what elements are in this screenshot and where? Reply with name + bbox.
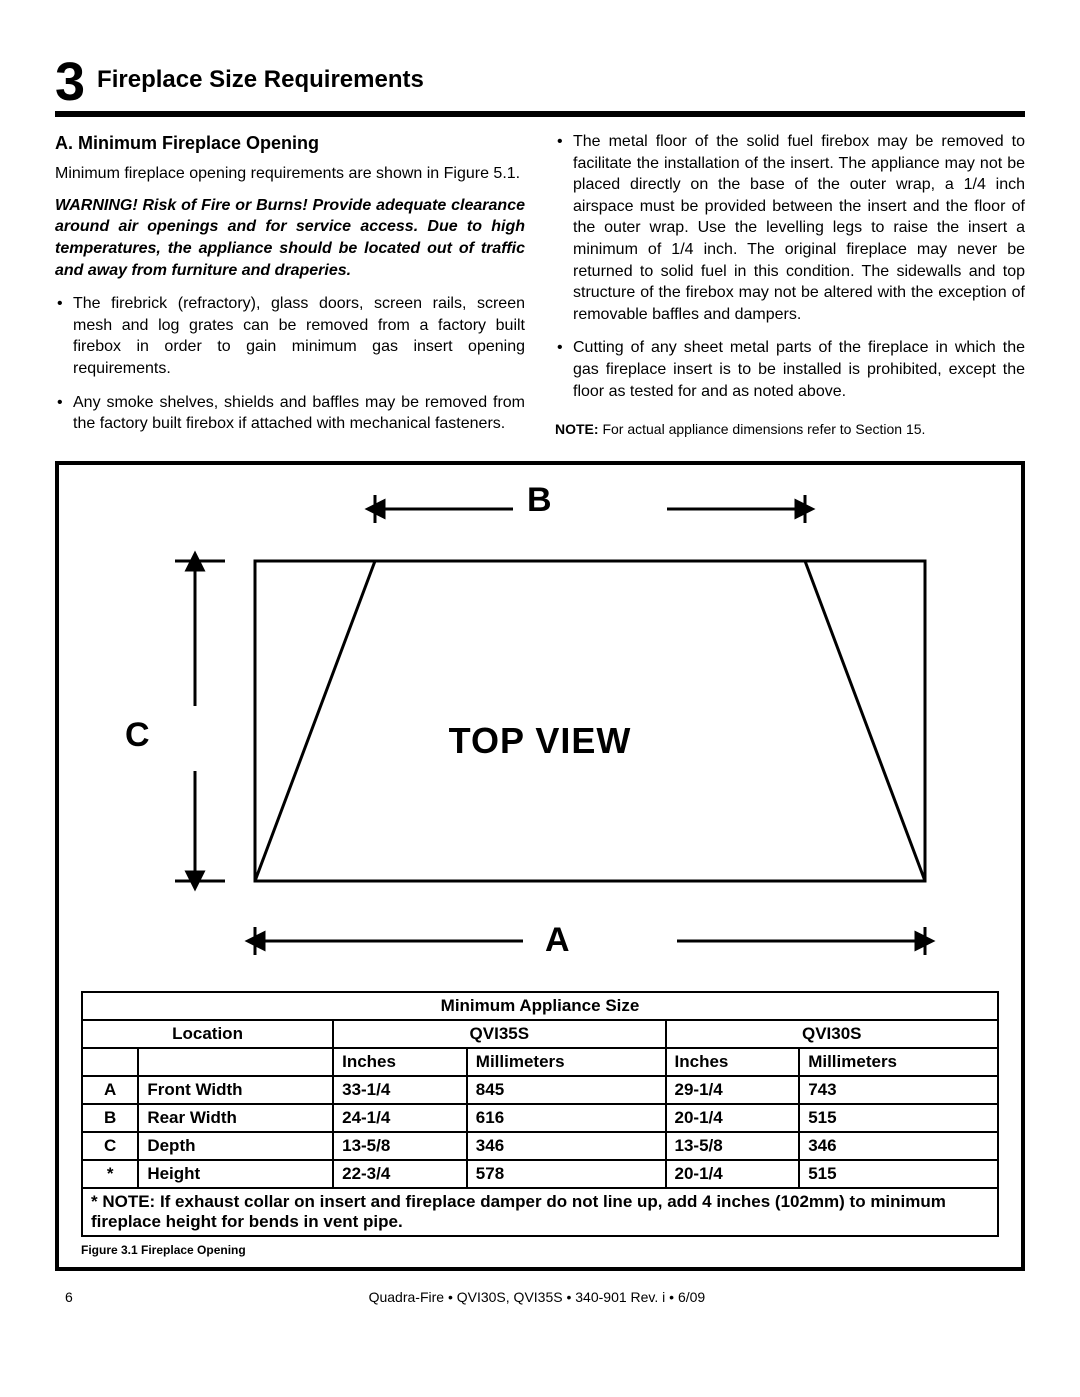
cell: 845 (467, 1076, 666, 1104)
cell: 13-5/8 (666, 1132, 800, 1160)
row-key: A (82, 1076, 138, 1104)
table-row: * Height 22-3/4 578 20-1/4 515 (82, 1160, 998, 1188)
col-location: Location (82, 1020, 333, 1048)
row-key: B (82, 1104, 138, 1132)
note-rest: For actual appliance dimensions refer to… (599, 421, 926, 437)
top-view-label: TOP VIEW (449, 720, 632, 762)
blank-cell (82, 1048, 138, 1076)
cell: 24-1/4 (333, 1104, 467, 1132)
list-item: The metal floor of the solid fuel firebo… (573, 131, 1025, 325)
cell: 22-3/4 (333, 1160, 467, 1188)
dim-label-a: A (545, 921, 570, 960)
note-line: NOTE: For actual appliance dimensions re… (555, 420, 1025, 439)
figure-caption: Figure 3.1 Fireplace Opening (81, 1243, 999, 1257)
table-row: Location QVI35S QVI30S (82, 1020, 998, 1048)
note-bold: NOTE: (555, 421, 599, 437)
page-number: 6 (59, 1289, 73, 1305)
cell: 13-5/8 (333, 1132, 467, 1160)
spec-table: Minimum Appliance Size Location QVI35S Q… (81, 991, 999, 1237)
right-column: The metal floor of the solid fuel firebo… (555, 131, 1025, 447)
figure-box: B C A TOP VIEW (55, 461, 1025, 1271)
list-item: Cutting of any sheet metal parts of the … (573, 337, 1025, 402)
row-name: Rear Width (138, 1104, 333, 1132)
unit-mm: Millimeters (799, 1048, 998, 1076)
table-row: C Depth 13-5/8 346 13-5/8 346 (82, 1132, 998, 1160)
cell: 20-1/4 (666, 1160, 800, 1188)
row-name: Depth (138, 1132, 333, 1160)
list-item: The firebrick (refractory), glass doors,… (73, 293, 525, 379)
cell: 578 (467, 1160, 666, 1188)
section-number: 3 (55, 55, 85, 111)
unit-inches: Inches (333, 1048, 467, 1076)
intro-paragraph: Minimum fireplace opening requirements a… (55, 163, 525, 185)
unit-inches: Inches (666, 1048, 800, 1076)
page-footer: 6 Quadra-Fire • QVI30S, QVI35S • 340-901… (55, 1289, 1025, 1305)
table-row: A Front Width 33-1/4 845 29-1/4 743 (82, 1076, 998, 1104)
cell: 515 (799, 1104, 998, 1132)
warning-lead: WARNING! Risk of Fire or Burns! (55, 197, 308, 214)
row-key: C (82, 1132, 138, 1160)
cell: 616 (467, 1104, 666, 1132)
cell: 743 (799, 1076, 998, 1104)
table-title: Minimum Appliance Size (82, 992, 998, 1020)
warning-paragraph: WARNING! Risk of Fire or Burns! Provide … (55, 195, 525, 281)
cell: 346 (467, 1132, 666, 1160)
table-row: B Rear Width 24-1/4 616 20-1/4 515 (82, 1104, 998, 1132)
table-row: * NOTE: If exhaust collar on insert and … (82, 1188, 998, 1236)
table-row: Minimum Appliance Size (82, 992, 998, 1020)
unit-mm: Millimeters (467, 1048, 666, 1076)
row-key: * (82, 1160, 138, 1188)
row-name: Front Width (138, 1076, 333, 1104)
blank-cell (138, 1048, 333, 1076)
col-model2: QVI30S (666, 1020, 998, 1048)
left-bullets: The firebrick (refractory), glass doors,… (55, 293, 525, 435)
right-bullets: The metal floor of the solid fuel firebo… (555, 131, 1025, 402)
dim-label-c: C (125, 716, 150, 755)
cell: 515 (799, 1160, 998, 1188)
col-model1: QVI35S (333, 1020, 665, 1048)
section-title: Fireplace Size Requirements (97, 66, 424, 100)
top-view-diagram: B C A TOP VIEW (125, 481, 955, 981)
cell: 29-1/4 (666, 1076, 800, 1104)
subheading-a: A. Minimum Fireplace Opening (55, 131, 525, 155)
left-column: A. Minimum Fireplace Opening Minimum fir… (55, 131, 525, 447)
table-note: * NOTE: If exhaust collar on insert and … (82, 1188, 998, 1236)
cell: 346 (799, 1132, 998, 1160)
row-name: Height (138, 1160, 333, 1188)
list-item: Any smoke shelves, shields and baffles m… (73, 392, 525, 435)
table-row: Inches Millimeters Inches Millimeters (82, 1048, 998, 1076)
section-header: 3 Fireplace Size Requirements (55, 55, 1025, 117)
footer-line: Quadra-Fire • QVI30S, QVI35S • 340-901 R… (369, 1289, 706, 1305)
dim-label-b: B (527, 481, 552, 520)
cell: 33-1/4 (333, 1076, 467, 1104)
body-columns: A. Minimum Fireplace Opening Minimum fir… (55, 131, 1025, 447)
cell: 20-1/4 (666, 1104, 800, 1132)
